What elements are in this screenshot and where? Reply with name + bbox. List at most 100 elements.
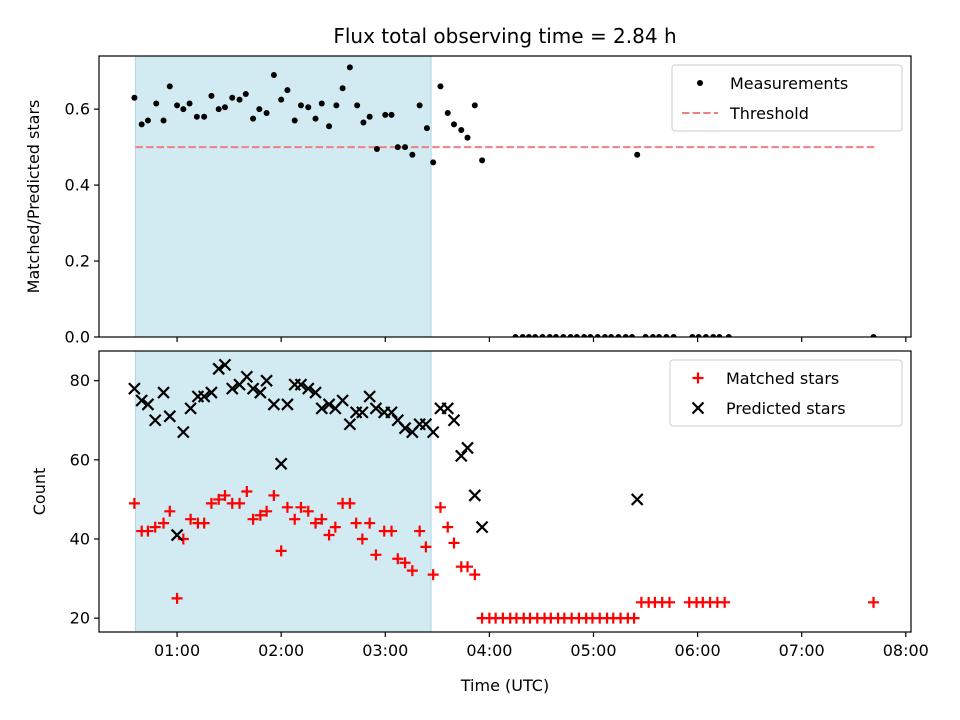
matched-star-point [420,541,432,553]
predicted-star-point [254,386,267,399]
measurement-point [242,90,249,97]
measurement-point [716,334,723,337]
predicted-star-point [363,390,376,403]
legend-x-marker [691,401,705,415]
measurement-point [388,111,395,118]
measurement-point [297,102,304,109]
x-tick-label: 02:00 [258,641,304,660]
measurement-point [201,113,208,120]
x-tick-label: 06:00 [675,641,721,660]
predicted-star-point [184,402,197,415]
measurement-point [394,144,401,151]
measurement-point [458,127,465,134]
measurement-point [373,146,380,153]
matched-star-point [213,493,225,505]
measurement-point [366,113,373,120]
matched-star-point [719,596,731,608]
x-tick-label: 08:00 [883,641,929,660]
x-axis-label: Time (UTC) [460,676,549,695]
measurement-point [236,96,243,103]
matched-star-point [295,501,307,513]
matched-star-point [254,509,266,521]
measurement-point [519,334,526,337]
measurement-point [444,109,451,116]
measurement-point [629,334,636,337]
matched-star-point [329,521,341,533]
measurement-point [208,92,215,99]
x-tick-label: 04:00 [466,641,512,660]
predicted-star-point [148,413,162,427]
matched-star-point [281,501,293,513]
legend-label: Threshold [729,104,809,123]
matched-star-point [247,513,259,525]
measurement-point [546,334,553,337]
measurement-point [649,334,656,337]
measurement-point [291,117,298,124]
measurement-point [360,119,367,126]
matched-star-point [128,497,140,509]
legend-plus-marker [692,372,704,384]
predicted-star-point [398,421,412,435]
legend: Matched stars Predicted stars [669,359,903,427]
matched-star-point [142,525,154,537]
measurement-point [409,151,416,158]
measurement-point [166,83,173,90]
y-axis-label: Count [30,468,49,516]
y-axis-label: Matched/Predicted stars [24,100,43,294]
legend: Measurements Threshold [671,64,903,132]
measurement-point [180,106,187,113]
matched-star-point [868,596,880,608]
measurement-point [471,102,478,109]
x-tick-label: 01:00 [154,641,200,660]
predicted-star-point [260,374,273,387]
measurement-point [333,102,340,109]
measurement-point [250,115,257,122]
predicted-star-point [343,417,357,431]
matched-star-point [241,486,253,497]
predicted-star-point [475,520,489,534]
predicted-star-point [336,394,349,407]
measurement-point [567,334,574,337]
measurement-point [174,102,181,109]
matched-star-point [462,561,474,573]
measurement-point [186,100,193,107]
matched-star-point [289,513,301,525]
predicted-star-point [225,382,239,395]
measurement-point [587,334,594,337]
matched-star-point [663,596,675,608]
measurement-point [560,334,567,337]
matched-star-point [350,517,362,529]
plot-frame [98,350,912,633]
matched-star-point [344,497,356,509]
predicted-star-point [212,362,225,376]
legend-label: Predicted stars [726,399,846,418]
predicted-star-point [630,493,644,506]
measurement-point [263,109,270,116]
matched-star-point [198,517,210,529]
matched-star-point [448,537,460,549]
plot-frame [98,55,912,338]
matched-star-point [302,505,314,517]
matched-star-point [469,569,481,581]
ratio-panel: 0.0 0.2 0.4 0.6 Matched/Predicted stars Measu… [24,55,912,347]
matched-star-point [268,489,280,501]
measurement-point [278,96,285,103]
x-tick-label: 05:00 [570,641,616,660]
matched-star-point [171,592,183,604]
matched-star-point [628,612,640,624]
matched-star-point [149,521,161,533]
measurement-point [689,334,696,337]
predicted-star-point [369,402,383,415]
predicted-star-point [461,441,474,455]
observing-window-span [134,350,432,633]
matched-star-point [275,545,287,557]
measurement-point [270,71,277,78]
predicted-star-point [441,402,455,415]
measurement-point [656,334,663,337]
measurement-point [695,334,702,337]
legend-box [669,359,903,427]
measurement-point [430,159,437,166]
ratio-points [131,64,877,337]
measurement-point [532,334,539,337]
legend-label: Measurements [730,74,848,93]
